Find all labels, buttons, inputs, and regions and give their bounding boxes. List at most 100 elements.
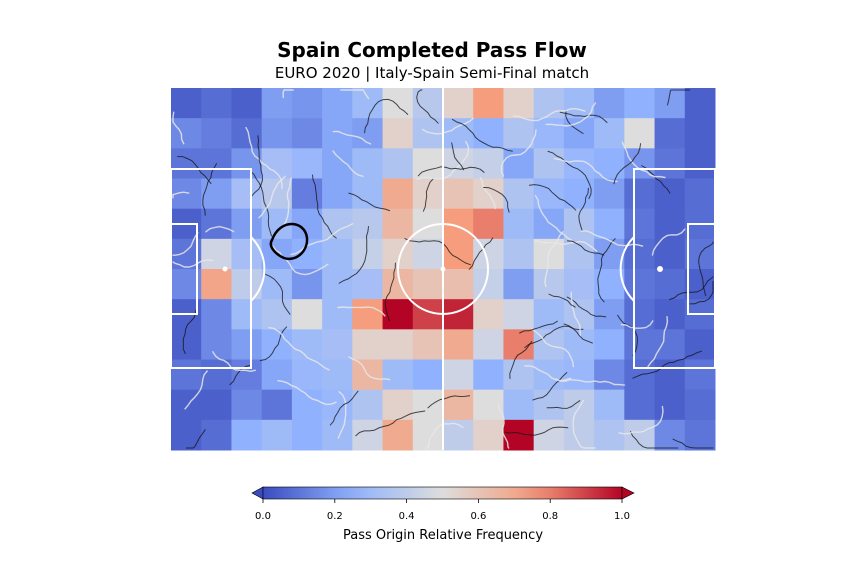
heatmap-cell bbox=[563, 389, 595, 421]
heatmap-cell bbox=[443, 88, 474, 119]
pass-flow-line bbox=[340, 89, 370, 100]
heatmap-cell bbox=[533, 419, 565, 451]
right-goal-area bbox=[687, 223, 716, 315]
pass-flow-line bbox=[559, 111, 608, 123]
pass-flow-line bbox=[534, 239, 598, 252]
colorbar-tick-label: 0.0 bbox=[255, 511, 271, 522]
pass-flow-line bbox=[290, 223, 354, 256]
pass-flow-line bbox=[229, 364, 252, 386]
heatmap-cell bbox=[291, 148, 323, 179]
pass-flow-line bbox=[519, 320, 558, 334]
pass-flow-line bbox=[205, 225, 235, 233]
heatmap-cell bbox=[443, 389, 474, 421]
pass-flow-line bbox=[531, 328, 575, 368]
heatmap-cell bbox=[503, 389, 535, 421]
pass-flow-line bbox=[337, 391, 347, 439]
heatmap-cell bbox=[261, 269, 293, 300]
pass-flow-line bbox=[332, 150, 364, 177]
heatmap-cell bbox=[654, 419, 686, 451]
pass-flow-line bbox=[427, 395, 471, 409]
pass-flow-line bbox=[532, 372, 568, 401]
pass-flow-line bbox=[500, 129, 537, 177]
heatmap-cell bbox=[322, 299, 353, 330]
pass-flow-line bbox=[504, 426, 569, 436]
heatmap-cell bbox=[201, 359, 232, 391]
pass-flow-line bbox=[337, 306, 386, 317]
heatmap-cell bbox=[352, 329, 384, 360]
heatmap-cell bbox=[231, 118, 263, 149]
heatmap-cell bbox=[231, 269, 263, 300]
pass-flow-line bbox=[630, 431, 679, 449]
heatmap-grid bbox=[171, 88, 716, 451]
heatmap-cell bbox=[382, 148, 414, 179]
pass-flow-streamlines bbox=[172, 89, 714, 449]
heatmap-cell bbox=[291, 329, 323, 360]
heatmap-cell bbox=[201, 419, 232, 451]
heatmap-cell bbox=[594, 419, 625, 451]
chart-title: Spain Completed Pass Flow bbox=[277, 38, 587, 62]
heatmap-cell bbox=[594, 238, 625, 270]
pass-flow-line bbox=[172, 259, 214, 268]
pass-flow-line bbox=[282, 89, 294, 99]
pass-flow-line bbox=[468, 237, 494, 270]
pass-flow-line bbox=[249, 170, 272, 237]
heatmap-cell bbox=[322, 88, 353, 119]
heatmap-cell bbox=[533, 88, 565, 119]
heatmap-cell bbox=[684, 389, 716, 421]
heatmap-cell bbox=[533, 389, 565, 421]
right-penalty-arc bbox=[619, 236, 635, 302]
heatmap-cell bbox=[473, 419, 504, 451]
pass-flow-line bbox=[348, 192, 391, 212]
left-penalty-spot bbox=[222, 266, 228, 272]
heatmap-cell bbox=[533, 299, 565, 330]
pass-flow-line bbox=[497, 404, 510, 449]
heatmap-cell bbox=[382, 208, 414, 240]
heatmap-cell bbox=[352, 269, 384, 300]
pass-flow-line bbox=[172, 111, 185, 145]
heatmap-cell bbox=[594, 389, 625, 421]
heatmap-cell bbox=[654, 178, 686, 210]
pass-flow-line bbox=[172, 191, 190, 199]
heatmap-cell bbox=[503, 148, 535, 179]
pass-flow-line bbox=[546, 400, 581, 409]
heatmap-cell bbox=[624, 208, 656, 240]
heatmap-cell bbox=[261, 88, 293, 119]
pass-flow-line bbox=[597, 238, 616, 303]
colorbar-max-extend bbox=[621, 486, 635, 500]
heatmap-cell bbox=[322, 419, 353, 451]
heatmap-cell bbox=[201, 299, 232, 330]
pass-flow-line bbox=[669, 276, 714, 300]
pass-flow-line bbox=[245, 126, 283, 190]
heatmap-cell bbox=[624, 238, 656, 270]
heatmap-cell bbox=[382, 359, 414, 391]
pass-flow-line bbox=[422, 178, 434, 212]
heatmap-cell bbox=[473, 88, 504, 119]
heatmap-cell bbox=[352, 178, 384, 210]
heatmap-cell bbox=[503, 269, 535, 300]
pass-flow-line bbox=[545, 102, 597, 127]
heatmap-cell bbox=[201, 118, 232, 149]
heatmap-cell bbox=[594, 148, 625, 179]
pass-flow-line bbox=[355, 410, 426, 437]
colorbar-tick-label: 0.4 bbox=[399, 511, 415, 522]
heatmap-cell bbox=[654, 269, 686, 300]
heatmap-cell bbox=[382, 419, 414, 451]
heatmap-cell bbox=[594, 118, 625, 149]
pass-flow-line bbox=[689, 280, 714, 305]
heatmap-cell bbox=[412, 148, 444, 179]
heatmap-cell bbox=[533, 118, 565, 149]
pass-flow-line bbox=[417, 166, 485, 177]
heatmap-cell bbox=[533, 208, 565, 240]
pass-flow-line bbox=[618, 405, 664, 435]
heatmap-cell bbox=[322, 118, 353, 149]
heatmap-cell bbox=[171, 329, 202, 360]
heatmap-cell bbox=[201, 389, 232, 421]
heatmap-cell bbox=[503, 118, 535, 149]
left-goal-area bbox=[170, 223, 198, 315]
heatmap-cell bbox=[654, 359, 686, 391]
pass-flow-line bbox=[528, 184, 577, 211]
heatmap-cell bbox=[382, 389, 414, 421]
heatmap-cell bbox=[443, 118, 474, 149]
heatmap-cell bbox=[231, 148, 263, 179]
